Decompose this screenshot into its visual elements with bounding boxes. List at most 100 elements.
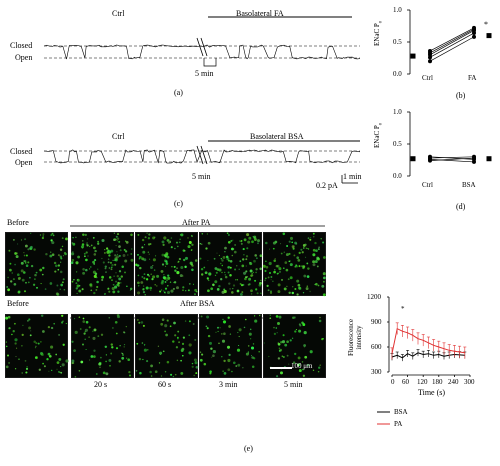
- cell-dot: [216, 252, 218, 254]
- cell-dot: [248, 332, 252, 336]
- cell-dot: [241, 264, 245, 268]
- cell-dot: [257, 242, 259, 245]
- micrograph-bsa-60s: [135, 314, 199, 378]
- cell-dot: [231, 254, 234, 257]
- cell-dot: [82, 320, 86, 323]
- cell-dot: [30, 245, 33, 249]
- cell-dot: [145, 278, 149, 281]
- cell-dot: [143, 344, 146, 346]
- cell-dot: [295, 329, 297, 331]
- cell-dot: [205, 247, 208, 250]
- cell-dot: [307, 248, 310, 250]
- cell-dot: [240, 284, 244, 287]
- cell-dot: [40, 314, 44, 317]
- cell-dot: [170, 373, 173, 376]
- cell-dot: [276, 272, 279, 275]
- cell-dot: [296, 279, 300, 283]
- cell-dot: [264, 279, 266, 282]
- cell-dot: [61, 281, 64, 284]
- b-pair-line-1: [429, 32, 475, 58]
- cell-dot: [111, 266, 113, 269]
- c-ctrl-label: Ctrl: [112, 132, 125, 141]
- cell-dot: [242, 258, 245, 261]
- cell-dot: [232, 239, 234, 241]
- cell-dot: [82, 317, 85, 320]
- cell-dot: [62, 254, 65, 257]
- cell-dot: [65, 359, 69, 363]
- cell-dot: [135, 369, 138, 372]
- cell-dot: [241, 291, 244, 294]
- cell-dot: [159, 351, 163, 355]
- cell-dot: [27, 261, 30, 264]
- cell-dot: [129, 287, 133, 291]
- cell-dot: [312, 260, 316, 264]
- cell-dot: [174, 269, 177, 272]
- cell-dot: [246, 233, 250, 237]
- cell-dot: [176, 267, 178, 269]
- cell-dot: [243, 271, 247, 275]
- cell-dot: [167, 276, 171, 280]
- cell-dot: [65, 323, 67, 325]
- cell-dot: [180, 266, 184, 269]
- cell-dot: [212, 350, 216, 354]
- cell-dot: [80, 360, 84, 364]
- cell-dot: [302, 247, 305, 249]
- cell-dot: [119, 249, 122, 252]
- cell-dot: [303, 274, 307, 278]
- cell-dot: [11, 272, 13, 274]
- cell-dot: [23, 252, 25, 254]
- cell-dot: [199, 242, 202, 245]
- cell-dot: [278, 347, 280, 349]
- cell-dot: [33, 248, 36, 251]
- cell-dot: [291, 337, 294, 339]
- cell-dot: [29, 276, 31, 279]
- cell-dot: [141, 238, 145, 242]
- cell-dot: [49, 282, 53, 285]
- cell-dot: [105, 247, 109, 250]
- cell-dot: [194, 293, 196, 295]
- cell-dot: [246, 276, 249, 278]
- cell-dot: [265, 241, 268, 245]
- cell-dot: [122, 331, 126, 334]
- cell-dot: [149, 286, 153, 290]
- cell-dot: [235, 279, 237, 281]
- cell-dot: [283, 251, 285, 253]
- cell-dot: [135, 263, 138, 267]
- cell-dot: [102, 371, 106, 375]
- cell-dot: [61, 237, 64, 239]
- cell-dot: [212, 283, 215, 287]
- cell-dot: [255, 271, 257, 274]
- cell-dot: [49, 254, 53, 258]
- cell-dot: [58, 357, 62, 361]
- b-pair-line-4: [429, 27, 475, 52]
- cell-dot: [71, 359, 75, 363]
- cell-dot: [152, 275, 156, 279]
- cell-dot: [5, 365, 9, 369]
- cell-dot: [267, 289, 270, 292]
- cell-dot: [285, 268, 289, 272]
- cell-dot: [107, 287, 110, 290]
- cell-dot: [249, 269, 253, 273]
- cell-dot: [98, 362, 102, 366]
- cell-dot: [307, 237, 310, 239]
- cell-dot: [126, 285, 128, 287]
- cell-dot: [87, 255, 89, 257]
- cell-dot: [84, 338, 86, 341]
- cell-dot: [147, 349, 149, 351]
- b-cat-ctrl: Ctrl: [422, 74, 433, 82]
- cell-dot: [246, 247, 249, 250]
- cell-dot: [206, 327, 209, 330]
- cell-dot: [125, 325, 127, 328]
- cell-dot: [74, 318, 76, 320]
- cell-dot: [92, 236, 95, 239]
- cell-dot: [230, 239, 233, 242]
- cell-dot: [188, 283, 191, 285]
- cell-dot: [280, 252, 283, 255]
- cell-dot: [142, 358, 144, 361]
- d-cat-bsa: BSA: [462, 181, 476, 189]
- b-star: *: [484, 20, 488, 29]
- cell-dot: [82, 343, 84, 346]
- cell-dot: [41, 273, 44, 276]
- cell-dot: [247, 345, 250, 347]
- cell-dot: [240, 242, 243, 245]
